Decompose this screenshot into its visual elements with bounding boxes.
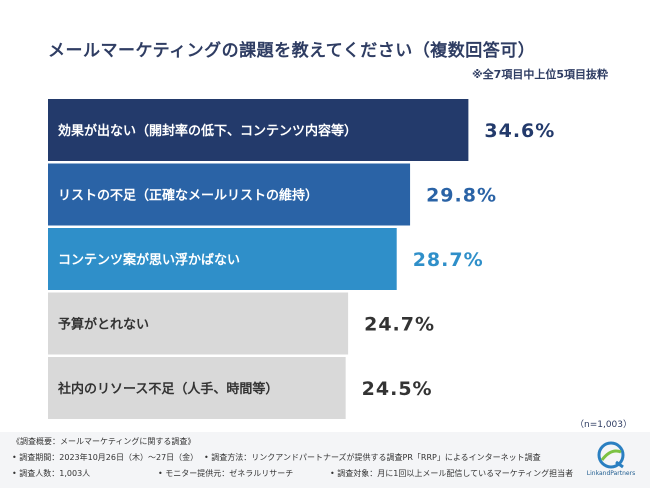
survey-monitor: • モニター提供元：ゼネラルリサーチ [158,469,294,478]
bar-label-1: 効果が出ない（開封率の低下、コンテンツ内容等） [58,123,357,139]
company-logo: LinkandPartners [586,440,636,484]
survey-target: • 調査対象：月に1回以上メール配信しているマーケティング担当者 [330,469,574,478]
bar-chart: 効果が出ない（開封率の低下、コンテンツ内容等） 34.6% リストの不足（正確なメー… [48,99,555,419]
bar-label-3: コンテンツ案が思い浮かばない [58,252,240,268]
sample-size-note: （n=1,003） [574,420,632,430]
bar-label-5: 社内のリソース不足（人手、時間等） [57,381,278,397]
bar-3 [48,228,397,290]
value-label-3: 28.7% [413,249,484,271]
bar-1 [48,99,469,161]
bar-5 [48,357,346,419]
value-label-5: 24.5% [362,378,433,400]
survey-footer: 《調査概要：メールマーケティングに関する調査》 • 調査期間：2023年10月2… [0,432,650,488]
chart-card: メールマーケティングの課題を教えてください（複数回答可） ※全7項目中上位5項目… [0,0,650,432]
chart-title: メールマーケティングの課題を教えてください（複数回答可） [48,41,536,61]
survey-heading: 《調査概要：メールマーケティングに関する調査》 [12,437,196,446]
value-label-2: 29.8% [426,185,497,207]
value-label-4: 24.7% [364,314,435,336]
globe-logo-icon [597,441,625,469]
bar-4 [48,292,349,355]
survey-period: • 調査期間：2023年10月26日（木）～27日（金） [12,453,199,462]
bar-label-2: リストの不足（正確なメールリストの維持） [58,188,318,204]
chart-subnote: ※全7項目中上位5項目抜粋 [471,68,608,81]
survey-count: • 調査人数：1,003人 [12,469,91,478]
bar-2 [48,163,411,226]
bar-label-4: 予算がとれない [58,317,149,333]
logo-text: LinkandPartners [586,470,636,477]
value-label-1: 34.6% [484,120,555,142]
survey-method: • 調査方法：リンクアンドパートナーズが提供する調査PR「RRP」によるインター… [204,453,541,462]
